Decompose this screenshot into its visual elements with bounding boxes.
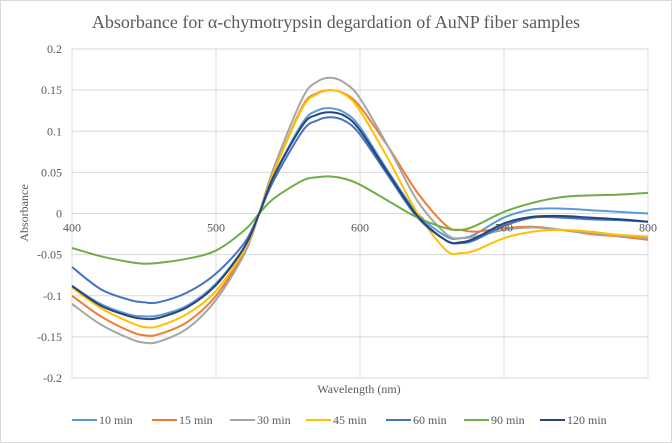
legend-item: 10 min	[72, 413, 133, 427]
legend-item: 30 min	[230, 413, 291, 427]
legend-item: 45 min	[306, 413, 367, 427]
legend-item: 60 min	[386, 413, 447, 427]
y-tick-label: -0.2	[43, 371, 62, 385]
y-tick-label: 0	[56, 207, 62, 221]
y-tick-label: 0.05	[41, 165, 62, 179]
y-tick-labels: 0.2 0.15 0.1 0.05 0 -0.05 -0.1 -0.15 -0.2	[37, 42, 62, 385]
y-tick-label: -0.1	[43, 289, 62, 303]
legend-label: 10 min	[99, 413, 133, 427]
y-tick-label: -0.15	[37, 330, 62, 344]
series-line-10-min	[71, 107, 649, 318]
series-lines	[71, 76, 649, 345]
legend-label: 45 min	[333, 413, 367, 427]
legend: 10 min 15 min 30 min 45 min 60 min 90 min 120 …	[72, 413, 607, 427]
x-tick-labels: 400 500 600 700 800	[63, 221, 657, 235]
legend-label: 90 min	[491, 413, 525, 427]
series-line-90-min	[71, 175, 649, 265]
legend-item: 15 min	[152, 413, 213, 427]
legend-label: 120 min	[567, 413, 607, 427]
x-tick-label: 800	[639, 221, 657, 235]
x-tick-label: 700	[495, 221, 513, 235]
chart-title: Absorbance for α-chymotrypsin degardatio…	[92, 12, 580, 32]
legend-label: 60 min	[413, 413, 447, 427]
x-tick-label: 600	[351, 221, 369, 235]
series-line-45-min	[71, 89, 649, 329]
y-tick-label: 0.15	[41, 83, 62, 97]
y-tick-label: -0.05	[37, 248, 62, 262]
gridlines	[71, 48, 649, 379]
legend-item: 90 min	[464, 413, 525, 427]
legend-label: 30 min	[257, 413, 291, 427]
series-line-30-min	[71, 76, 649, 345]
y-tick-label: 0.2	[47, 42, 62, 56]
x-axis-label: Wavelength (nm)	[317, 382, 400, 396]
y-tick-label: 0.1	[47, 124, 62, 138]
legend-label: 15 min	[179, 413, 213, 427]
series-line-120-min	[71, 111, 649, 321]
legend-item: 120 min	[540, 413, 607, 427]
x-tick-label: 500	[207, 221, 225, 235]
y-axis-label: Absorbance	[17, 184, 31, 241]
x-tick-label: 400	[63, 221, 81, 235]
